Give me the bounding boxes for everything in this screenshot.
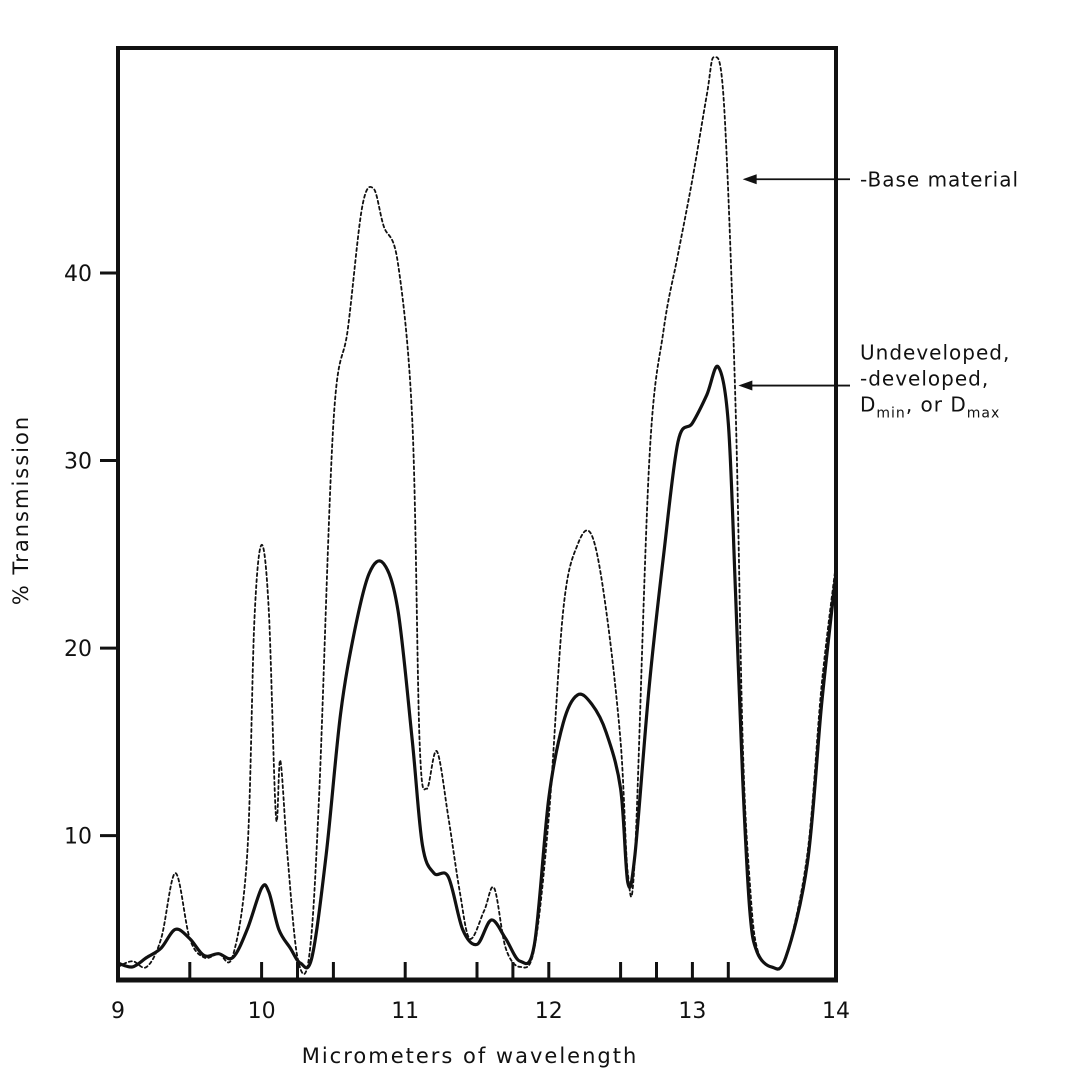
series-line-base [117,56,837,975]
x-tick-label-10: 10 [248,999,276,1024]
y-tick-label-30: 30 [64,450,92,475]
annotation-undeveloped-line-1: Undeveloped, [860,341,1010,365]
plot-frame-layer [116,46,838,983]
ticks-layer: 9 10 11 12 13 14 10 20 30 40 [64,262,850,1024]
y-tick-label-10: 10 [64,825,92,850]
annotation-layer: -Base material Undeveloped,-developed,Dmi… [738,167,1019,422]
y-tick-label-20: 20 [64,637,92,662]
leader-arrow-undeveloped [738,380,753,391]
annotation-base-line-1: -Base material [860,167,1019,191]
series-line-undeveloped [116,364,838,971]
annotation-undeveloped-line-3: Dmin, or Dmax [860,393,1000,422]
y-tick-label-40: 40 [64,262,92,287]
series-layer [116,56,838,975]
x-tick-label-12: 12 [535,999,563,1024]
x-tick-label-9: 9 [111,999,125,1024]
plot-frame [116,46,838,982]
leader-arrow-base [742,174,757,185]
x-tick-label-14: 14 [822,999,850,1024]
x-tick-label-13: 13 [678,999,706,1024]
annotation-undeveloped-line-2: -developed, [860,367,989,391]
x-axis-title: Micrometers of wavelength [302,1044,639,1068]
y-axis-title: % Transmission [9,415,33,605]
x-tick-label-11: 11 [391,999,419,1024]
